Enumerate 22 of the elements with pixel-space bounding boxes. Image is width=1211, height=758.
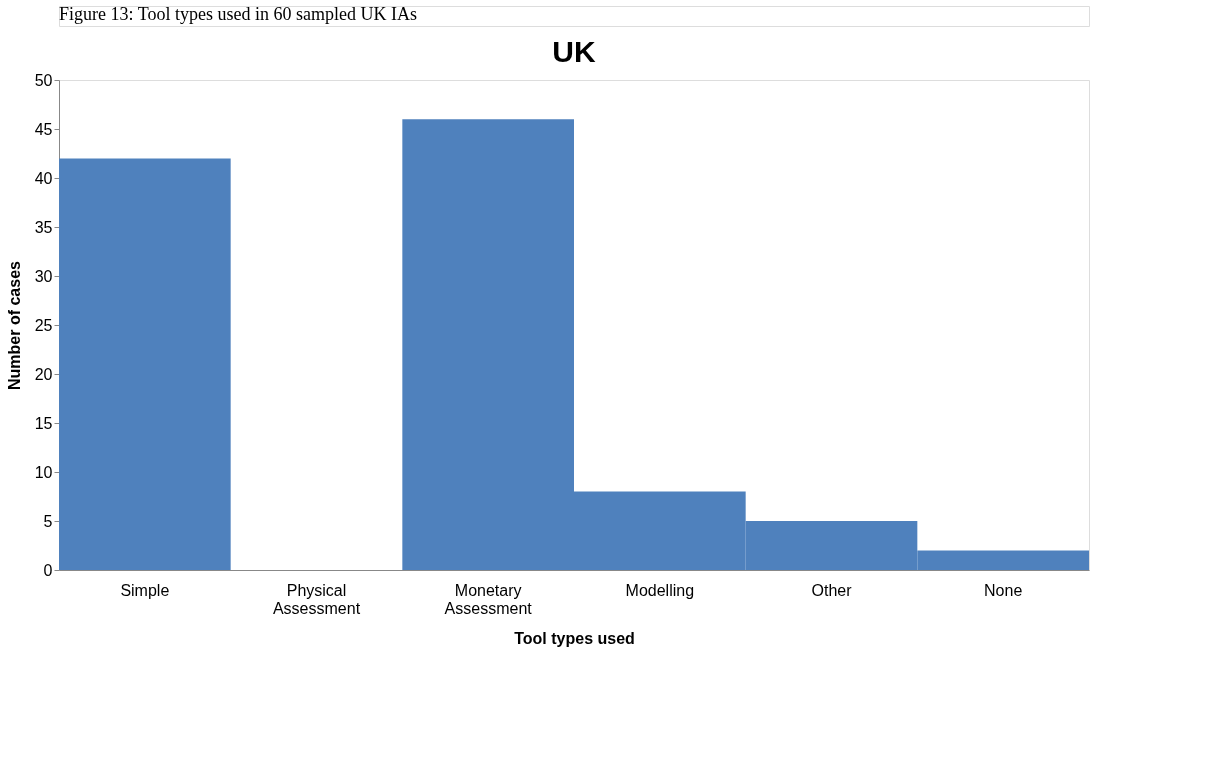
x-tick-label: Monetary Assessment [444,581,533,617]
x-tick-label: Simple [120,581,170,599]
caption: Figure 13: Tool types used in 60 sampled UK IAs [59,4,417,24]
y-tick-label: 15 [34,414,53,432]
y-tick-label: 20 [34,365,53,383]
x-tick-label: Physical Assessment [272,581,361,617]
y-tick-label: 50 [34,71,53,89]
y-axis-title: Number of cases [5,260,23,390]
y-tick-label: 30 [34,267,53,285]
y-tick-label: 0 [43,561,53,579]
chart-title: UK [552,35,596,68]
x-tick-label: Modelling [625,581,695,599]
y-tick-label: 5 [43,512,53,530]
y-tick-label: 35 [34,218,53,236]
y-tick-label: 25 [34,316,53,334]
y-tick-label: 45 [34,120,53,138]
x-axis-title: Tool types used [514,629,635,647]
x-tick-label: None [984,581,1023,599]
x-tick-label: Other [811,581,853,599]
bar [59,158,231,570]
y-tick-label: 10 [34,463,53,481]
y-tick-label: 40 [34,169,53,187]
